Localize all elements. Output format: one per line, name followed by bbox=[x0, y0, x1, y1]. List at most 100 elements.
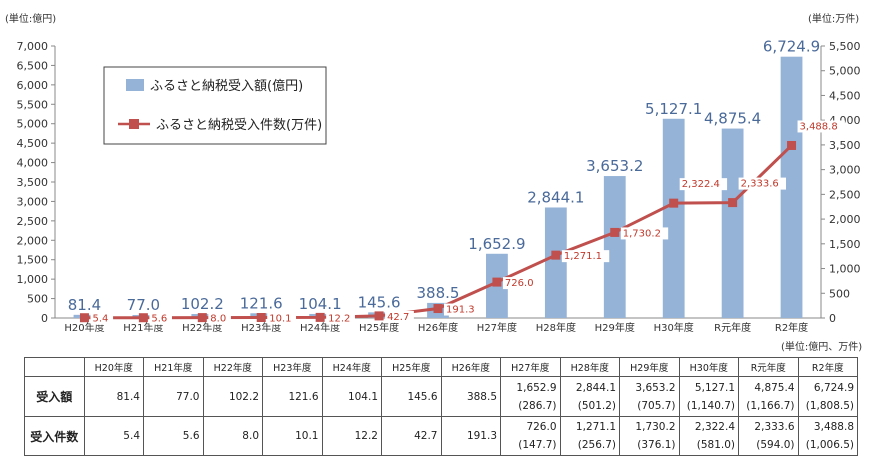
table-header-cell: H23年度 bbox=[262, 357, 323, 377]
cell-value: 81.4 bbox=[116, 390, 140, 403]
table-header-cell: H29年度 bbox=[619, 357, 680, 377]
category-label: H29年度 bbox=[595, 321, 635, 334]
line-marker bbox=[138, 313, 148, 323]
cell-subvalue: (1,006.5) bbox=[805, 439, 854, 451]
right-tick-label: 2,000 bbox=[829, 213, 861, 226]
left-tick-label: 2,500 bbox=[17, 215, 49, 228]
bar-value-label: 6,724.9 bbox=[763, 38, 820, 56]
table-cell: 2,322.4 (581.0) bbox=[678, 416, 739, 456]
table-row: 受入額 81.4 77.0 102.2 121.6 104.1 145.6 388.5 1,65… bbox=[24, 376, 858, 417]
table-cell: 10.1 bbox=[262, 416, 323, 456]
right-tick-label: 3,500 bbox=[829, 139, 861, 152]
line-marker bbox=[79, 313, 89, 323]
line-label-bg bbox=[502, 277, 538, 290]
bar bbox=[544, 207, 567, 318]
table-header-cell: R2年度 bbox=[797, 357, 858, 377]
category-label: R2年度 bbox=[775, 321, 808, 334]
line-label-bg bbox=[90, 312, 114, 325]
line-label-bg bbox=[444, 303, 479, 316]
table-cell: 42.7 bbox=[381, 416, 442, 456]
table-cell: 3,488.8 (1,006.5) bbox=[797, 416, 858, 456]
line-value-label: 2,322.4 bbox=[682, 179, 720, 190]
cell-value: 104.1 bbox=[347, 390, 378, 403]
cell-subvalue: (286.7) bbox=[518, 399, 557, 412]
category-label: H30年度 bbox=[654, 321, 694, 334]
table-header-cell: H20年度 bbox=[83, 357, 144, 377]
table-cell: 726.0 (147.7) bbox=[500, 416, 561, 456]
bar bbox=[603, 176, 626, 318]
left-tick-label: 6,000 bbox=[17, 79, 49, 92]
line-value-label: 10.1 bbox=[269, 314, 291, 325]
line-series: 5.4 5.6 8.0 10.1 12.2 42.7 191.3 726.0 1,271.1 1,… bbox=[79, 120, 845, 325]
table-cell: 1,652.9 (286.7) bbox=[500, 376, 561, 417]
legend-line-marker bbox=[129, 119, 139, 129]
table-header-cell: R元年度 bbox=[738, 357, 799, 377]
cell-value: 77.0 bbox=[176, 390, 200, 403]
cell-value: 1,730.2 bbox=[635, 421, 676, 433]
line-marker bbox=[374, 311, 384, 321]
table-cell: 77.0 bbox=[143, 376, 204, 417]
line-marker bbox=[492, 277, 502, 287]
category-label: H27年度 bbox=[477, 321, 517, 334]
cell-subvalue: (256.7) bbox=[577, 439, 616, 451]
category-label: H25年度 bbox=[359, 321, 399, 334]
line-value-label: 5.6 bbox=[151, 314, 167, 325]
line-value-label: 3,488.8 bbox=[800, 121, 838, 132]
left-tick-label: 6,500 bbox=[17, 59, 49, 72]
left-tick-label: 5,000 bbox=[17, 118, 49, 131]
table-header-cell: H24年度 bbox=[321, 357, 382, 377]
cell-value: 3,488.8 bbox=[813, 421, 854, 433]
right-tick-label: 1,000 bbox=[829, 263, 861, 276]
cell-value: 145.6 bbox=[407, 390, 438, 403]
cell-value: 726.0 bbox=[526, 421, 557, 433]
line-label-bg bbox=[738, 177, 787, 190]
line-label-bg bbox=[267, 312, 297, 325]
cell-value: 6,724.9 bbox=[813, 381, 854, 394]
left-tick-label: 4,000 bbox=[17, 157, 49, 170]
cell-value: 12.2 bbox=[354, 430, 378, 442]
bar-value-label: 102.2 bbox=[181, 295, 224, 313]
right-tick-label: 3,000 bbox=[829, 164, 861, 177]
cell-value: 10.1 bbox=[295, 430, 319, 442]
cell-value: 42.7 bbox=[414, 430, 438, 442]
left-tick-label: 5,500 bbox=[17, 98, 49, 111]
line-label-bg bbox=[797, 120, 845, 133]
left-tick-label: 500 bbox=[27, 293, 48, 306]
table-cell: 388.5 bbox=[440, 376, 501, 417]
right-tick-label: 500 bbox=[829, 287, 850, 300]
table-cell: 2,333.6 (594.0) bbox=[738, 416, 799, 456]
line-value-label: 1,730.2 bbox=[623, 228, 661, 239]
table-row: 受入件数 5.4 5.6 8.0 10.1 12.2 42.7 191.3 726.0 (147.… bbox=[24, 416, 858, 456]
category-label: H26年度 bbox=[418, 321, 458, 334]
chart: (単位:億円) (単位:万件) 0 500 1,000 1,500 2,000 2,500… bbox=[5, 12, 862, 353]
bar-value-label: 1,652.9 bbox=[468, 235, 525, 253]
table-header-cell bbox=[24, 357, 85, 377]
legend-bar-swatch bbox=[126, 79, 144, 91]
line-marker bbox=[256, 313, 266, 323]
legend-line-label: ふるさと納税受入件数(万件) bbox=[156, 118, 322, 133]
table-header-cell: H22年度 bbox=[202, 357, 263, 377]
line-label-bg bbox=[208, 312, 231, 325]
left-tick-label: 0 bbox=[41, 312, 48, 325]
bar bbox=[780, 56, 803, 318]
bar-value-label: 3,653.2 bbox=[586, 157, 643, 175]
cell-value: 5.6 bbox=[182, 430, 200, 442]
table-cell: 8.0 bbox=[202, 416, 263, 456]
right-tick-label: 5,500 bbox=[829, 40, 861, 53]
table-cell: 121.6 bbox=[262, 376, 323, 417]
cell-subvalue: (376.1) bbox=[637, 439, 676, 451]
left-tick-label: 1,500 bbox=[17, 254, 49, 267]
table-cell: 81.4 bbox=[83, 376, 144, 417]
cell-subvalue: (1,140.7) bbox=[686, 399, 735, 412]
table-cell: 3,653.2 (705.7) bbox=[619, 376, 680, 417]
table-row-label: 受入件数 bbox=[24, 416, 85, 456]
line-value-label: 8.0 bbox=[210, 314, 226, 325]
cell-subvalue: (501.2) bbox=[577, 399, 616, 412]
cell-subvalue: (1,166.7) bbox=[746, 399, 795, 412]
cell-value: 3,653.2 bbox=[635, 381, 676, 394]
bar bbox=[721, 128, 744, 318]
category-label: R元年度 bbox=[714, 321, 751, 334]
line-marker bbox=[433, 304, 443, 314]
line-value-label: 2,333.6 bbox=[741, 179, 779, 190]
cell-subvalue: (705.7) bbox=[637, 399, 676, 412]
